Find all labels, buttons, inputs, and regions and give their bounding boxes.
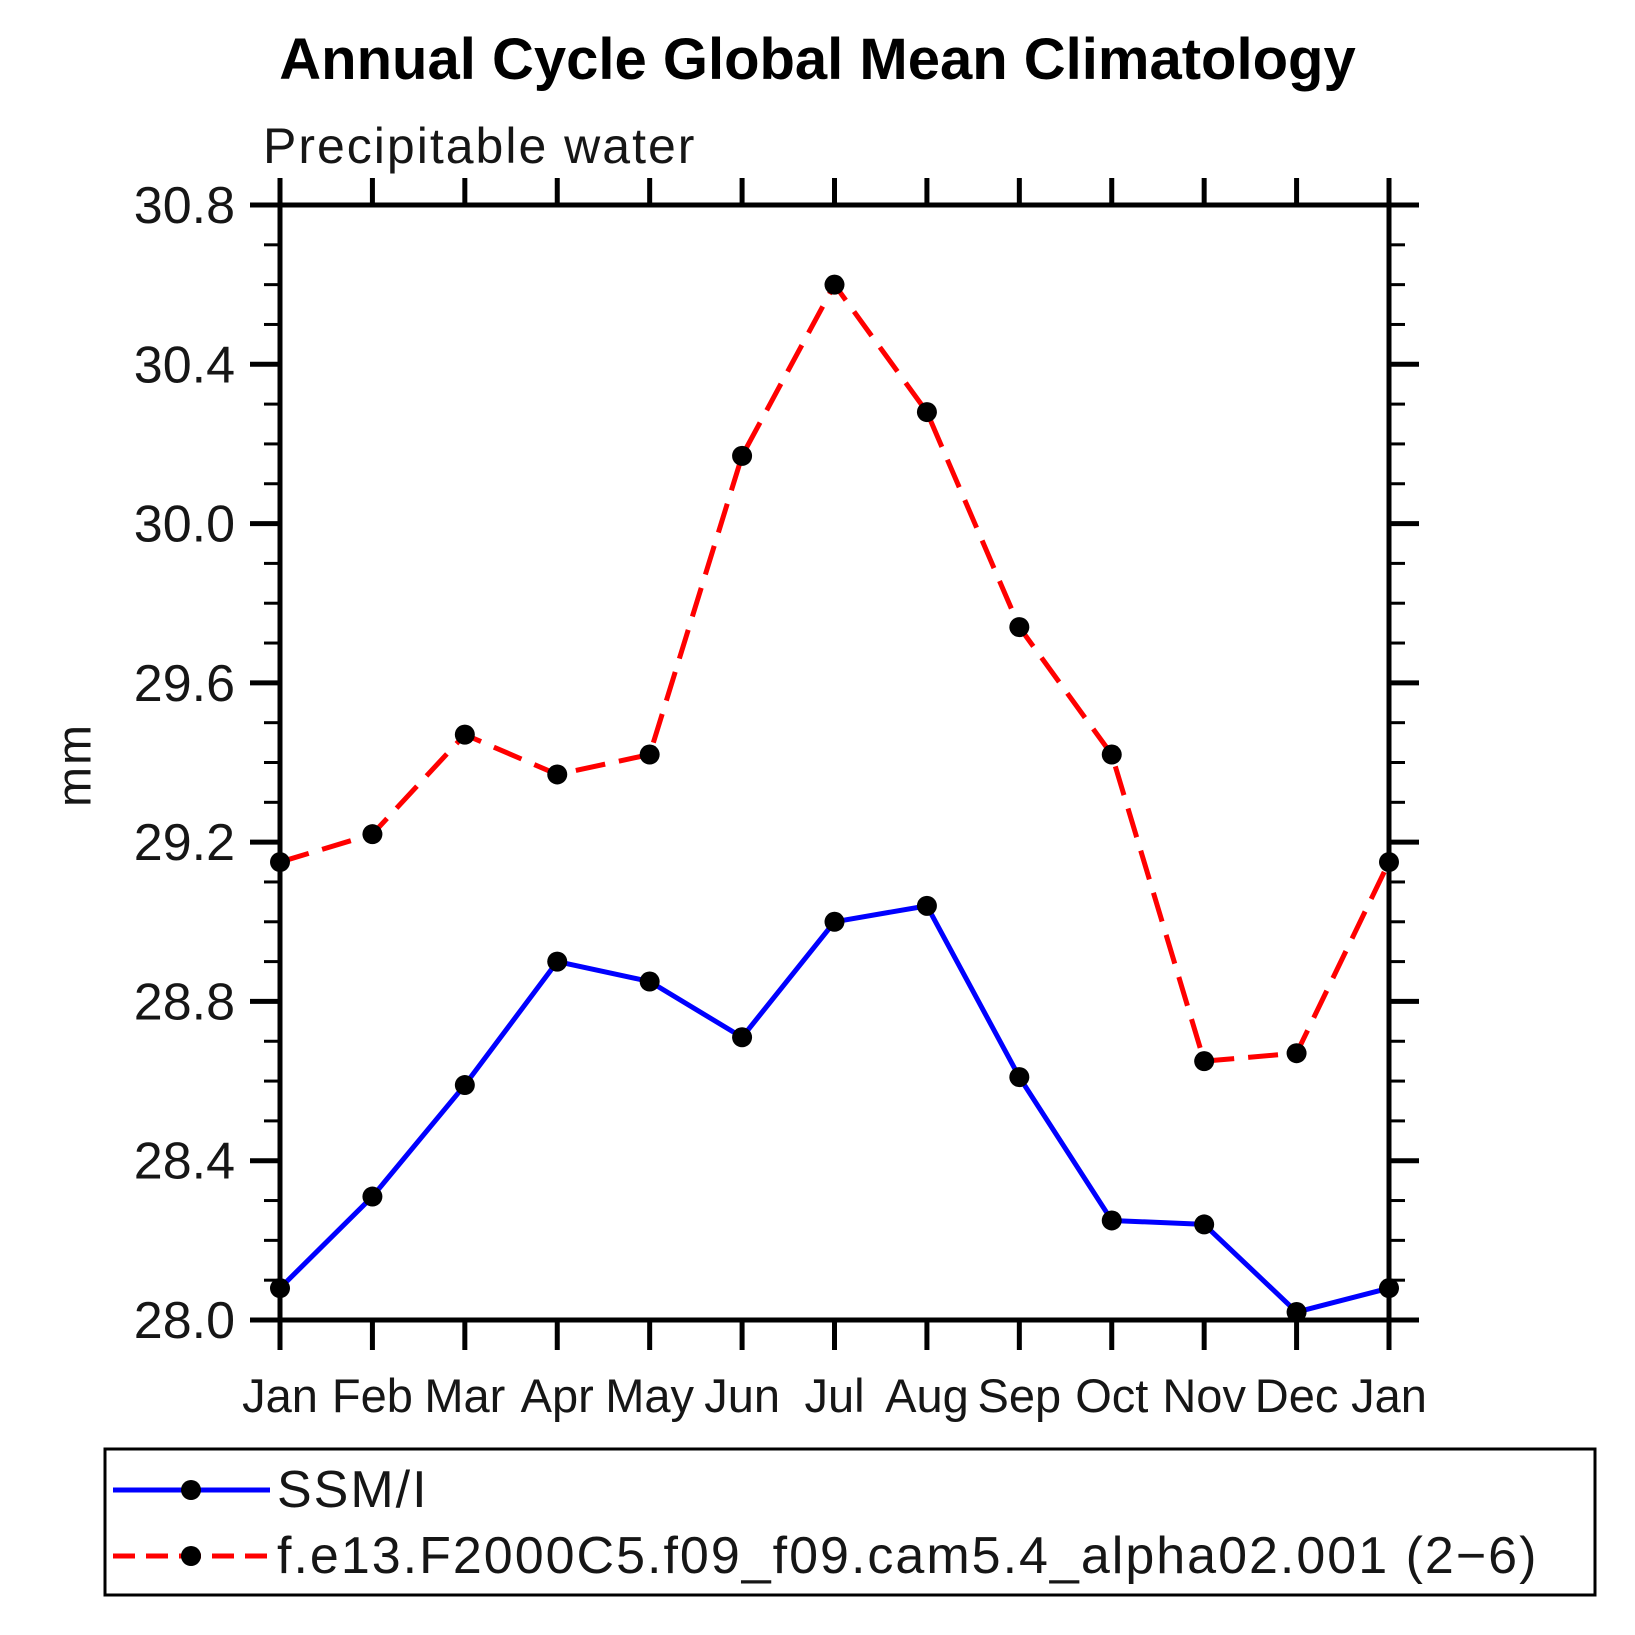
- data-point-marker: [547, 951, 568, 972]
- y-tick-label: 30.8: [134, 177, 235, 235]
- data-point-marker: [732, 445, 753, 466]
- data-point-marker: [824, 911, 845, 932]
- data-point-marker: [639, 744, 660, 765]
- x-tick-label: Nov: [1162, 1369, 1246, 1422]
- y-tick-label: 28.4: [134, 1133, 235, 1191]
- series-line-ssmi: [278, 903, 1390, 1315]
- data-point-marker: [824, 274, 845, 295]
- data-point-marker: [454, 724, 475, 745]
- x-tick-label: May: [605, 1369, 694, 1422]
- data-point-marker: [1009, 617, 1030, 638]
- legend-box: [103, 1447, 1597, 1597]
- x-tick-label: Sep: [978, 1369, 1062, 1422]
- x-tick-label: Jan: [242, 1369, 318, 1422]
- x-tick-label: Feb: [332, 1369, 413, 1422]
- data-point-marker: [362, 824, 383, 845]
- x-tick-label: Dec: [1255, 1369, 1339, 1422]
- data-point-marker: [1009, 1067, 1030, 1088]
- legend-label: SSM/I: [277, 1461, 429, 1519]
- y-tick-label: 30.0: [134, 496, 235, 554]
- data-point-marker: [732, 1027, 753, 1048]
- y-tick-label: 29.2: [134, 814, 235, 872]
- series-line-model: [279, 282, 1392, 1064]
- x-tick-label: Mar: [424, 1369, 505, 1422]
- chart-subtitle: Precipitable water: [263, 118, 697, 174]
- x-tick-label: Jul: [804, 1369, 864, 1422]
- x-tick-label: Jun: [704, 1369, 780, 1422]
- chart-title: Annual Cycle Global Mean Climatology: [279, 27, 1356, 92]
- data-point-marker: [1286, 1302, 1307, 1323]
- data-point-marker: [916, 402, 937, 423]
- data-point-marker: [547, 764, 568, 785]
- y-tick-label: 28.8: [134, 973, 235, 1031]
- data-point-marker: [1194, 1214, 1215, 1235]
- y-tick-label: 29.6: [134, 655, 235, 713]
- data-point-marker: [1379, 1278, 1399, 1299]
- data-point-marker: [270, 1278, 290, 1299]
- plot-frame: [277, 202, 1392, 1323]
- data-point-marker: [454, 1075, 475, 1096]
- data-point-marker: [1286, 1043, 1307, 1064]
- data-point-marker: [1101, 1210, 1122, 1231]
- x-tick-label: Jan: [1351, 1369, 1427, 1422]
- x-tick-label: Apr: [521, 1369, 594, 1422]
- data-point-marker: [270, 852, 290, 873]
- data-point-marker: [1194, 1051, 1215, 1072]
- legend-label: f.e13.F2000C5.f09_f09.cam5.4_alpha02.001…: [277, 1527, 1538, 1585]
- data-point-marker: [639, 971, 660, 992]
- data-point-marker: [916, 895, 937, 916]
- legend-marker: [181, 1480, 201, 1500]
- data-point-marker: [1379, 852, 1399, 873]
- y-tick-label: 28.0: [134, 1292, 235, 1350]
- data-point-marker: [362, 1186, 383, 1207]
- x-tick-label: Oct: [1075, 1369, 1148, 1422]
- x-tick-label: Aug: [885, 1369, 969, 1422]
- data-point-marker: [1101, 744, 1122, 765]
- y-tick-label: 30.4: [134, 336, 235, 394]
- legend-marker: [181, 1546, 201, 1566]
